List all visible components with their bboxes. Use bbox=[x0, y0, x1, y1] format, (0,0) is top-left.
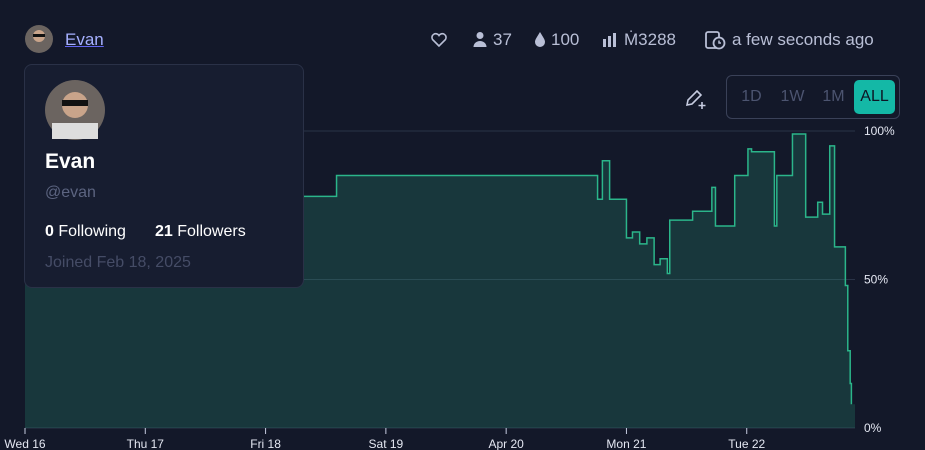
y-tick-label: 0% bbox=[864, 421, 882, 435]
y-tick-label: 100% bbox=[864, 124, 895, 138]
traders-count: 37 bbox=[493, 30, 512, 49]
timeframe-button[interactable]: 1D bbox=[741, 88, 762, 105]
like-icon[interactable] bbox=[430, 31, 448, 49]
clock-icon bbox=[705, 31, 726, 50]
line bbox=[25, 133, 853, 405]
x-tick-label: Mon 21 bbox=[606, 437, 646, 450]
following-count: 0 bbox=[45, 223, 54, 240]
popup-avatar bbox=[45, 80, 105, 140]
avatar[interactable] bbox=[24, 24, 54, 54]
timeframe-button[interactable]: ALL bbox=[854, 80, 895, 114]
timeframe-button[interactable]: 1W bbox=[780, 88, 805, 105]
y-tick-label: 50% bbox=[864, 273, 888, 287]
x-tick-label: Wed 16 bbox=[4, 437, 45, 450]
popup-name: Evan bbox=[45, 150, 96, 173]
x-tick-label: Sat 19 bbox=[369, 437, 404, 450]
timeframe-button[interactable]: 1M bbox=[822, 88, 845, 105]
updated-time: a few seconds ago bbox=[732, 30, 874, 49]
following[interactable]: 0 Following bbox=[45, 223, 126, 241]
popup-handle: @evan bbox=[45, 184, 96, 201]
traders-icon bbox=[473, 32, 487, 47]
followers[interactable]: 21 Followers bbox=[155, 223, 246, 241]
x-tick-label: Thu 17 bbox=[127, 437, 165, 450]
followers-label: Followers bbox=[177, 223, 246, 240]
x-tick-label: Tue 22 bbox=[728, 437, 765, 450]
x-tick-label: Fri 18 bbox=[250, 437, 281, 450]
liquidity: 100 bbox=[551, 30, 580, 49]
joined: Joined Feb 18, 2025 bbox=[45, 254, 191, 271]
x-tick-label: Apr 20 bbox=[488, 437, 524, 450]
following-label: Following bbox=[58, 223, 126, 240]
edit-button[interactable] bbox=[684, 88, 708, 110]
followers-count: 21 bbox=[155, 223, 173, 240]
timeframe-selector: 1D 1W 1M ALL bbox=[726, 75, 900, 119]
user-link[interactable]: Evan bbox=[65, 30, 104, 49]
volume-icon bbox=[603, 33, 616, 47]
liquidity-icon bbox=[535, 32, 545, 47]
user-popup: Evan @evan 0 Following 21 Followers Join… bbox=[24, 64, 304, 288]
volume: Ṁ3288 bbox=[624, 30, 676, 49]
